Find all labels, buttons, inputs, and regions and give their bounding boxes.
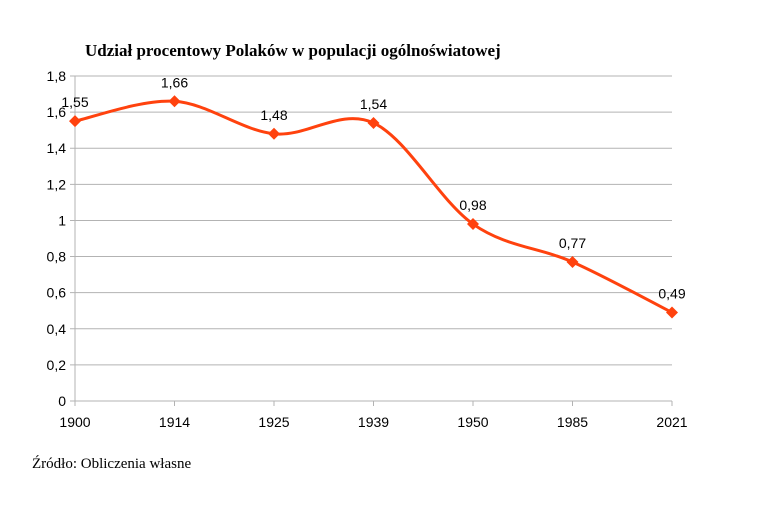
y-tick-label: 1,2 [47, 176, 67, 192]
data-label: 0,77 [559, 235, 586, 251]
source-note: Źródło: Obliczenia własne [32, 456, 192, 472]
data-point [566, 255, 579, 268]
y-tick-label: 0 [58, 393, 66, 409]
chart-title: Udział procentowy Polaków w populacji og… [85, 41, 501, 60]
data-point [666, 306, 678, 319]
x-tick-label: 1900 [59, 414, 90, 430]
data-point [367, 116, 380, 129]
y-tick-labels: 0 0,2 0,4 0,6 0,8 1 1,2 1,4 1,6 1,8 [47, 68, 67, 409]
x-tick-label: 1950 [457, 414, 488, 430]
y-tick-label: 0,6 [47, 285, 67, 301]
data-label: 1,66 [161, 74, 188, 90]
data-label: 0,98 [459, 197, 486, 213]
data-label: 1,54 [360, 96, 387, 112]
series-line-path [74, 99, 673, 314]
data-point [168, 95, 181, 108]
x-tick-label: 1914 [159, 414, 190, 430]
y-tick-label: 0,4 [47, 321, 67, 337]
data-labels: 1,55 1,66 1,48 1,54 0,98 0,77 0,49 [61, 74, 685, 301]
y-tick-label: 1 [58, 212, 66, 228]
data-label: 1,55 [61, 94, 88, 110]
data-point [69, 115, 81, 128]
y-tick-label: 1,4 [47, 140, 67, 156]
y-tick-label: 1,6 [47, 104, 67, 120]
series-line [74, 99, 673, 314]
grid-lines [70, 75, 672, 402]
axes [74, 76, 673, 406]
data-label: 1,48 [260, 107, 287, 123]
x-tick-labels: 1900 1914 1925 1939 1950 1985 2021 [59, 414, 687, 430]
x-tick-label: 1985 [557, 414, 588, 430]
y-tick-label: 0,2 [47, 357, 67, 373]
x-tick-label: 1939 [358, 414, 389, 430]
y-tick-label: 1,8 [47, 68, 67, 84]
series-markers [69, 95, 678, 319]
y-tick-label: 0,8 [47, 249, 67, 265]
data-point [268, 127, 280, 140]
x-tick-label: 2021 [656, 414, 687, 430]
data-label: 0,49 [658, 286, 685, 302]
data-point [467, 218, 479, 231]
x-tick-label: 1925 [258, 414, 289, 430]
